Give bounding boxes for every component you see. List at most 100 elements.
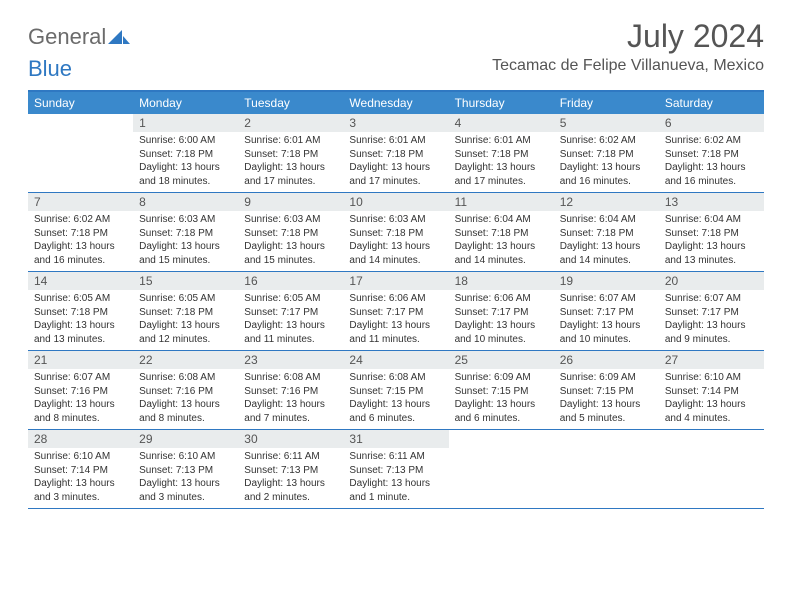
day-number: 30 xyxy=(238,430,343,448)
day-number: 22 xyxy=(133,351,238,369)
day-detail-line: Sunrise: 6:11 AM xyxy=(349,450,442,464)
day-cell: 18 Sunrise: 6:06 AMSunset: 7:17 PMDayligh… xyxy=(449,272,554,350)
day-details: Sunrise: 6:06 AMSunset: 7:17 PMDaylight:… xyxy=(343,292,448,346)
day-detail-line: Sunset: 7:18 PM xyxy=(665,148,758,162)
day-detail-line: and 12 minutes. xyxy=(139,333,232,347)
day-detail-line: Daylight: 13 hours xyxy=(244,240,337,254)
day-detail-line: Sunrise: 6:06 AM xyxy=(349,292,442,306)
day-detail-line: Sunrise: 6:02 AM xyxy=(665,134,758,148)
day-details: Sunrise: 6:05 AMSunset: 7:18 PMDaylight:… xyxy=(28,292,133,346)
day-detail-line: Daylight: 13 hours xyxy=(665,161,758,175)
day-detail-line: Sunset: 7:18 PM xyxy=(244,148,337,162)
day-number: 1 xyxy=(133,114,238,132)
day-number: 31 xyxy=(343,430,448,448)
day-detail-line: and 18 minutes. xyxy=(139,175,232,189)
day-detail-line: Sunset: 7:15 PM xyxy=(455,385,548,399)
day-cell: 19Sunrise: 6:07 AMSunset: 7:17 PMDayligh… xyxy=(554,272,659,350)
day-cell: 31Sunrise: 6:11 AMSunset: 7:13 PMDayligh… xyxy=(343,430,448,508)
day-detail-line: and 15 minutes. xyxy=(244,254,337,268)
day-cell xyxy=(28,114,133,192)
day-detail-line: and 1 minute. xyxy=(349,491,442,505)
day-cell: 7Sunrise: 6:02 AMSunset: 7:18 PMDaylight… xyxy=(28,193,133,271)
dow-friday: Friday xyxy=(554,92,659,114)
day-detail-line: and 13 minutes. xyxy=(665,254,758,268)
day-number: 20 xyxy=(659,272,764,290)
day-detail-line: Daylight: 13 hours xyxy=(665,240,758,254)
day-cell xyxy=(554,430,659,508)
day-number xyxy=(449,430,554,434)
day-details: Sunrise: 6:04 AMSunset: 7:18 PMDaylight:… xyxy=(659,213,764,267)
day-details: Sunrise: 6:09 AMSunset: 7:15 PMDaylight:… xyxy=(449,371,554,425)
day-details: Sunrise: 6:06 AMSunset: 7:17 PMDaylight:… xyxy=(449,292,554,346)
day-detail-line: Sunrise: 6:10 AM xyxy=(139,450,232,464)
day-detail-line: Sunset: 7:18 PM xyxy=(139,306,232,320)
day-detail-line: Daylight: 13 hours xyxy=(34,477,127,491)
day-detail-line: and 17 minutes. xyxy=(455,175,548,189)
day-cell: 1Sunrise: 6:00 AMSunset: 7:18 PMDaylight… xyxy=(133,114,238,192)
day-detail-line: Sunset: 7:18 PM xyxy=(244,227,337,241)
day-detail-line: Daylight: 13 hours xyxy=(139,161,232,175)
day-detail-line: Daylight: 13 hours xyxy=(244,319,337,333)
day-detail-line: Sunset: 7:13 PM xyxy=(139,464,232,478)
day-number xyxy=(28,114,133,118)
day-detail-line: Sunset: 7:18 PM xyxy=(34,306,127,320)
day-number: 19 xyxy=(554,272,659,290)
day-details: Sunrise: 6:07 AMSunset: 7:17 PMDaylight:… xyxy=(659,292,764,346)
day-detail-line: and 17 minutes. xyxy=(349,175,442,189)
day-number: 21 xyxy=(28,351,133,369)
header: General Blue July 2024 Tecamac de Felipe… xyxy=(28,18,764,82)
day-number: 4 xyxy=(449,114,554,132)
day-detail-line: Sunset: 7:18 PM xyxy=(665,227,758,241)
day-detail-line: Sunrise: 6:07 AM xyxy=(34,371,127,385)
day-detail-line: Sunrise: 6:04 AM xyxy=(455,213,548,227)
day-number: 24 xyxy=(343,351,448,369)
day-detail-line: and 6 minutes. xyxy=(349,412,442,426)
day-number: 11 xyxy=(449,193,554,211)
logo: General Blue xyxy=(28,24,130,82)
day-number xyxy=(554,430,659,434)
day-details: Sunrise: 6:03 AMSunset: 7:18 PMDaylight:… xyxy=(343,213,448,267)
day-number: 14 xyxy=(28,272,133,290)
day-details: Sunrise: 6:10 AMSunset: 7:14 PMDaylight:… xyxy=(28,450,133,504)
day-details: Sunrise: 6:03 AMSunset: 7:18 PMDaylight:… xyxy=(133,213,238,267)
day-cell xyxy=(449,430,554,508)
day-detail-line: Sunrise: 6:04 AM xyxy=(665,213,758,227)
day-details: Sunrise: 6:02 AMSunset: 7:18 PMDaylight:… xyxy=(554,134,659,188)
day-detail-line: Sunrise: 6:11 AM xyxy=(244,450,337,464)
day-detail-line: Sunset: 7:17 PM xyxy=(349,306,442,320)
day-detail-line: and 16 minutes. xyxy=(665,175,758,189)
calendar-grid: Sunday Monday Tuesday Wednesday Thursday… xyxy=(28,90,764,509)
day-detail-line: Sunrise: 6:01 AM xyxy=(349,134,442,148)
day-detail-line: and 3 minutes. xyxy=(34,491,127,505)
day-detail-line: and 5 minutes. xyxy=(560,412,653,426)
day-detail-line: Sunset: 7:18 PM xyxy=(560,227,653,241)
day-detail-line: and 14 minutes. xyxy=(560,254,653,268)
day-number: 8 xyxy=(133,193,238,211)
calendar-page: General Blue July 2024 Tecamac de Felipe… xyxy=(0,0,792,509)
day-detail-line: Sunrise: 6:09 AM xyxy=(455,371,548,385)
day-cell: 16Sunrise: 6:05 AMSunset: 7:17 PMDayligh… xyxy=(238,272,343,350)
day-number: 12 xyxy=(554,193,659,211)
day-detail-line: Daylight: 13 hours xyxy=(244,477,337,491)
day-details: Sunrise: 6:10 AMSunset: 7:14 PMDaylight:… xyxy=(659,371,764,425)
day-details: Sunrise: 6:08 AMSunset: 7:15 PMDaylight:… xyxy=(343,371,448,425)
day-detail-line: Daylight: 13 hours xyxy=(349,319,442,333)
title-block: July 2024 Tecamac de Felipe Villanueva, … xyxy=(492,18,764,75)
day-detail-line: Daylight: 13 hours xyxy=(139,477,232,491)
day-cell: 25Sunrise: 6:09 AMSunset: 7:15 PMDayligh… xyxy=(449,351,554,429)
day-number: 18 xyxy=(449,272,554,290)
day-cell xyxy=(659,430,764,508)
day-detail-line: Sunrise: 6:05 AM xyxy=(139,292,232,306)
day-cell: 23 Sunrise: 6:08 AMSunset: 7:16 PMDayligh… xyxy=(238,351,343,429)
day-detail-line: and 10 minutes. xyxy=(455,333,548,347)
day-detail-line: Sunrise: 6:04 AM xyxy=(560,213,653,227)
day-detail-line: Daylight: 13 hours xyxy=(349,477,442,491)
day-detail-line: and 10 minutes. xyxy=(560,333,653,347)
day-detail-line: Sunset: 7:18 PM xyxy=(455,227,548,241)
day-detail-line: Daylight: 13 hours xyxy=(349,398,442,412)
day-number: 23 xyxy=(238,351,343,369)
logo-text-general: General xyxy=(28,24,106,49)
day-detail-line: Daylight: 13 hours xyxy=(34,319,127,333)
day-detail-line: Sunset: 7:18 PM xyxy=(560,148,653,162)
day-details: Sunrise: 6:08 AMSunset: 7:16 PMDaylight:… xyxy=(238,371,343,425)
